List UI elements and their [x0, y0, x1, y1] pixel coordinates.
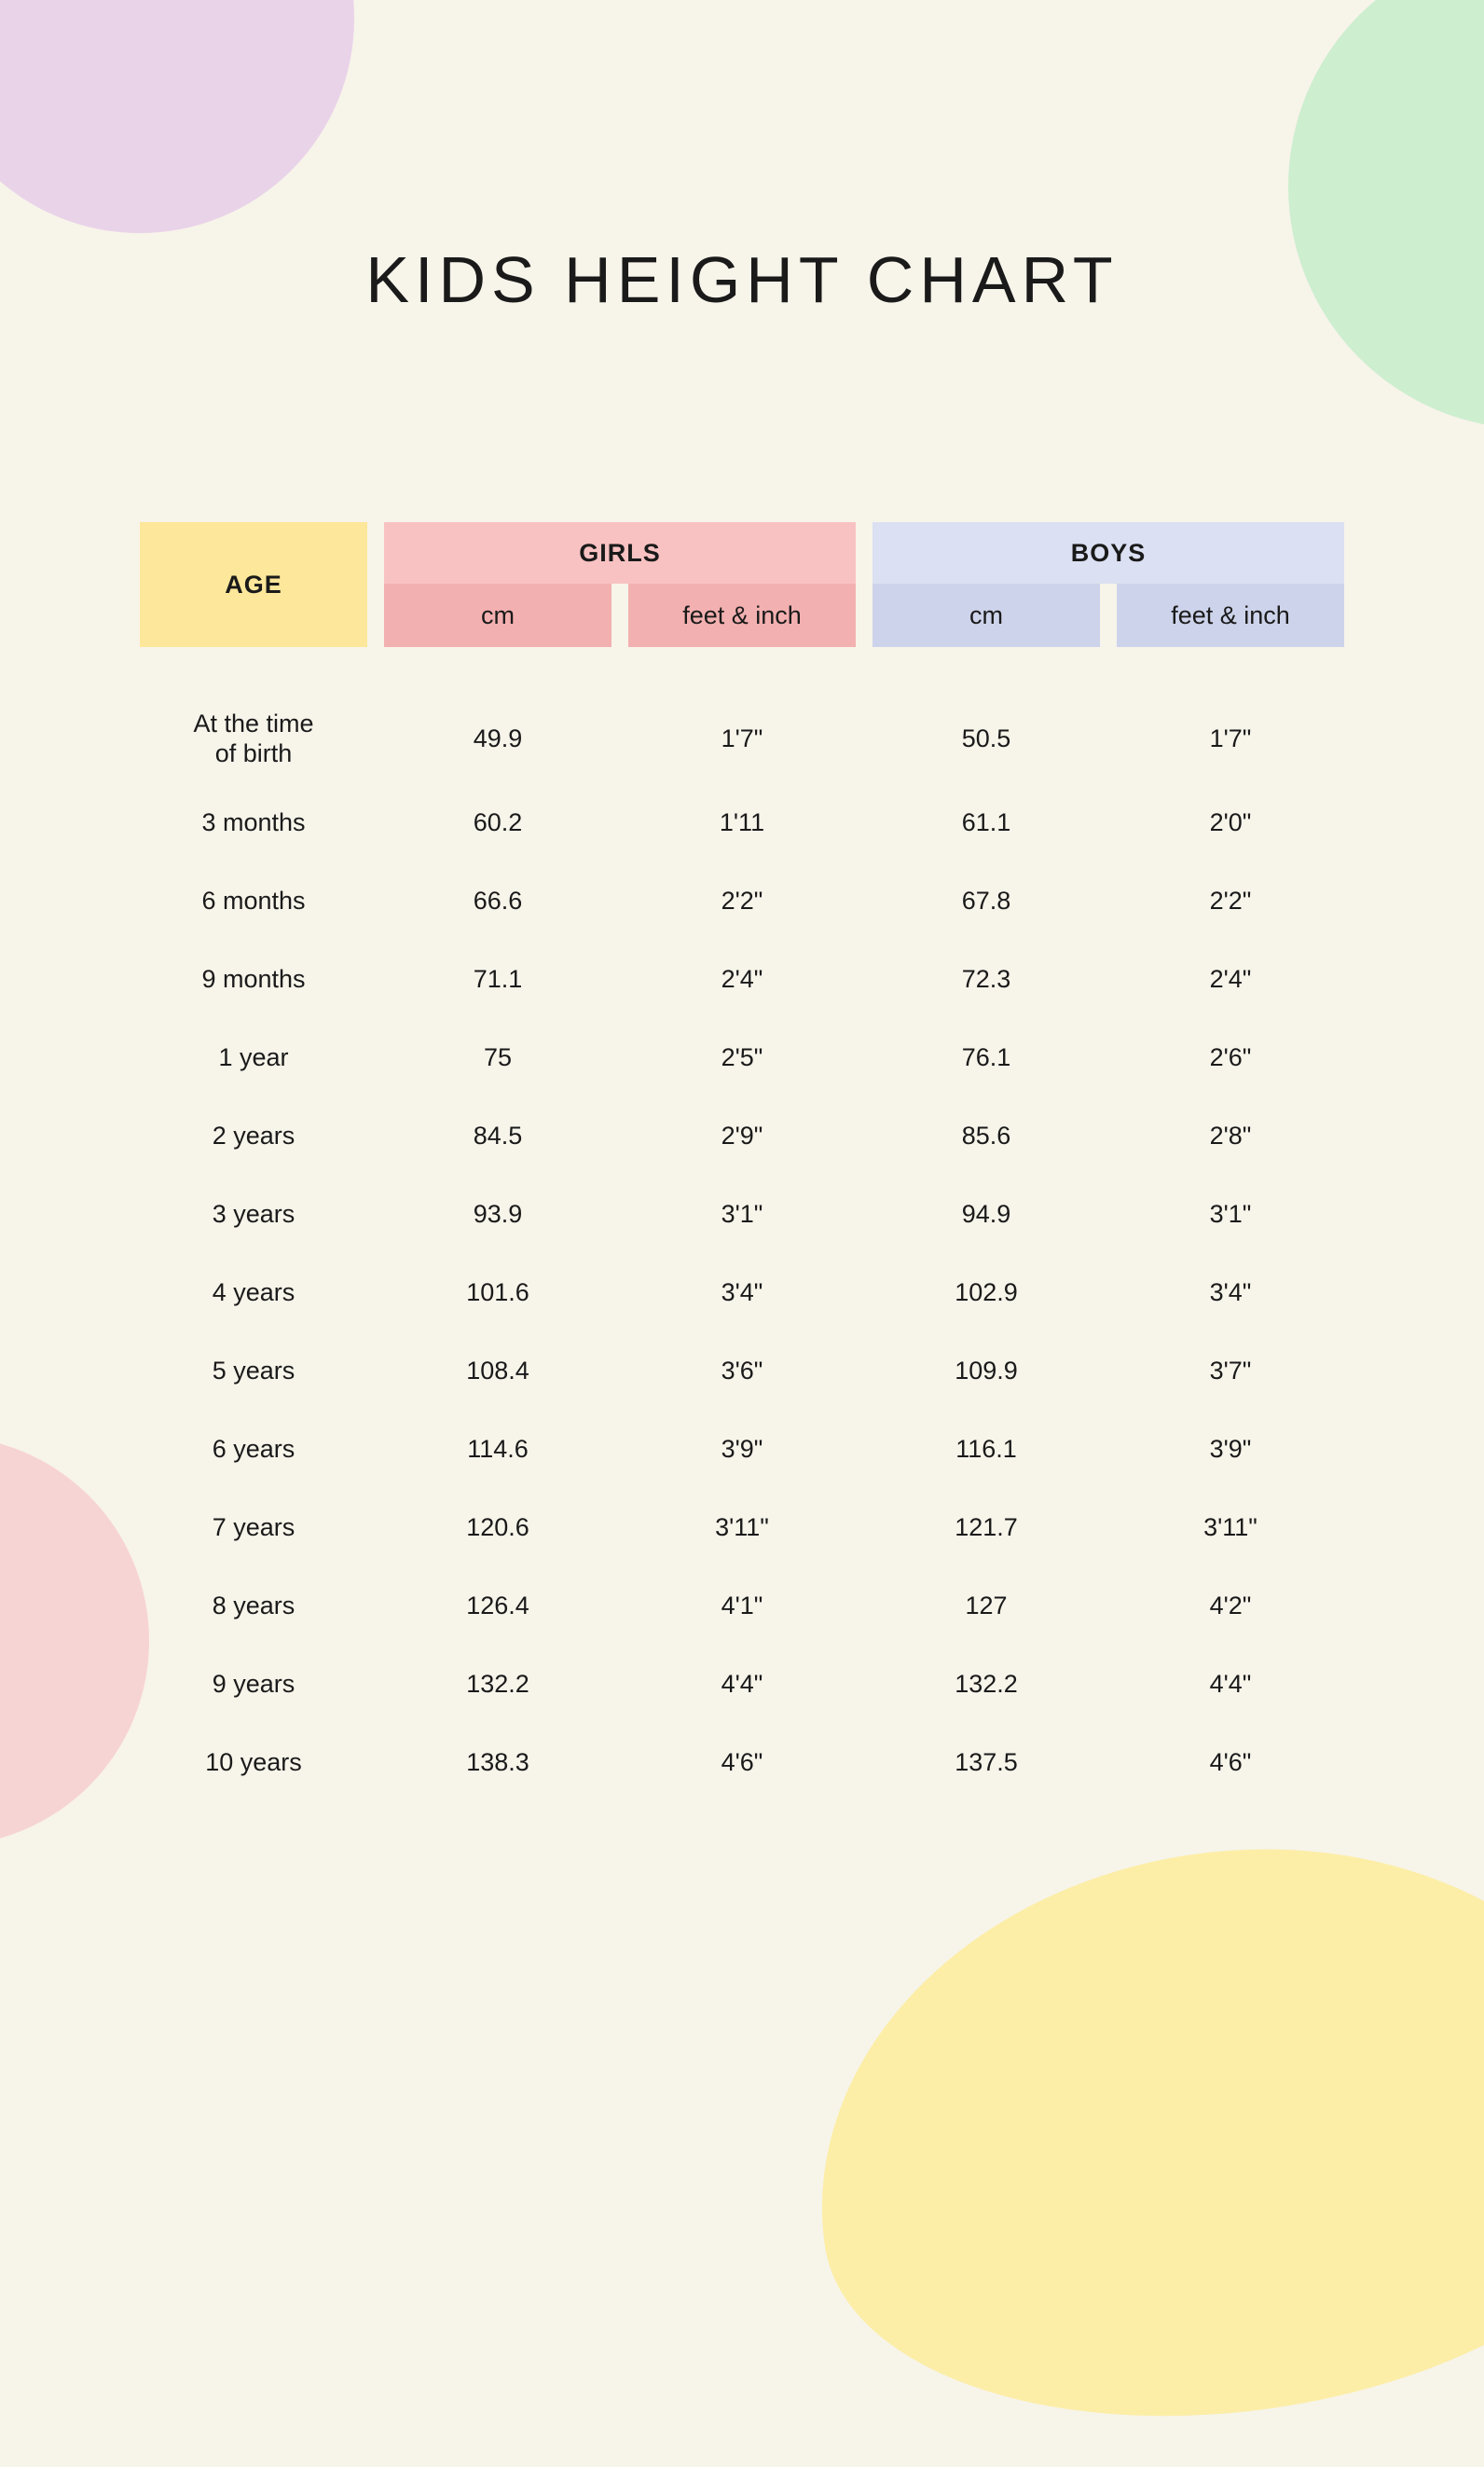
table-row: 5 years 108.4 3'6" 109.9 3'7"	[140, 1331, 1344, 1410]
girls-cm-cell: 101.6	[384, 1277, 611, 1307]
girls-fi-cell: 2'9"	[628, 1121, 856, 1151]
age-cell: At the time of birth	[140, 709, 367, 769]
age-cell: 10 years	[140, 1747, 367, 1777]
girls-fi-cell: 3'11"	[628, 1512, 856, 1542]
age-cell: 2 years	[140, 1121, 367, 1151]
boys-cm-cell: 61.1	[873, 807, 1100, 837]
girls-cm-cell: 84.5	[384, 1121, 611, 1151]
girls-fi-cell: 3'4"	[628, 1277, 856, 1307]
girls-cm-cell: 108.4	[384, 1356, 611, 1385]
table-row: 6 months 66.6 2'2" 67.8 2'2"	[140, 861, 1344, 940]
girls-fi-cell: 2'2"	[628, 886, 856, 916]
table-body: At the time of birth 49.9 1'7" 50.5 1'7" 3 mo…	[140, 694, 1344, 1801]
boys-fi-cell: 3'11"	[1117, 1512, 1344, 1542]
boys-cm-cell: 102.9	[873, 1277, 1100, 1307]
boys-fi-cell: 1'7"	[1117, 724, 1344, 753]
boys-cm-cell: 109.9	[873, 1356, 1100, 1385]
table-row: 8 years 126.4 4'1" 127 4'2"	[140, 1566, 1344, 1645]
boys-fi-cell: 4'6"	[1117, 1747, 1344, 1777]
boys-fi-cell: 4'4"	[1117, 1669, 1344, 1699]
boys-fi-cell: 3'9"	[1117, 1434, 1344, 1464]
boys-fi-cell: 2'0"	[1117, 807, 1344, 837]
girls-cm-cell: 49.9	[384, 724, 611, 753]
header-boys-fi: feet & inch	[1117, 584, 1344, 647]
height-chart-table: AGE GIRLS BOYS cm feet & inch cm feet & …	[140, 522, 1344, 1801]
table-row: 2 years 84.5 2'9" 85.6 2'8"	[140, 1096, 1344, 1175]
girls-fi-cell: 3'6"	[628, 1356, 856, 1385]
age-cell: 9 months	[140, 964, 367, 994]
girls-fi-cell: 4'1"	[628, 1591, 856, 1620]
girls-cm-cell: 75	[384, 1042, 611, 1072]
chart-title: KIDS HEIGHT CHART	[140, 242, 1344, 317]
boys-cm-cell: 137.5	[873, 1747, 1100, 1777]
table-row: 3 years 93.9 3'1" 94.9 3'1"	[140, 1175, 1344, 1253]
girls-fi-cell: 1'7"	[628, 724, 856, 753]
table-header: AGE GIRLS BOYS cm feet & inch cm feet & …	[140, 522, 1344, 647]
table-row: At the time of birth 49.9 1'7" 50.5 1'7"	[140, 694, 1344, 783]
boys-cm-cell: 116.1	[873, 1434, 1100, 1464]
girls-cm-cell: 71.1	[384, 964, 611, 994]
girls-fi-cell: 4'4"	[628, 1669, 856, 1699]
boys-cm-cell: 67.8	[873, 886, 1100, 916]
boys-fi-cell: 3'1"	[1117, 1199, 1344, 1229]
age-cell: 1 year	[140, 1042, 367, 1072]
boys-cm-cell: 85.6	[873, 1121, 1100, 1151]
girls-fi-cell: 4'6"	[628, 1747, 856, 1777]
girls-fi-cell: 3'1"	[628, 1199, 856, 1229]
girls-cm-cell: 60.2	[384, 807, 611, 837]
girls-cm-cell: 132.2	[384, 1669, 611, 1699]
header-girls: GIRLS	[384, 522, 856, 584]
age-cell: 6 months	[140, 886, 367, 916]
table-row: 9 years 132.2 4'4" 132.2 4'4"	[140, 1645, 1344, 1723]
boys-cm-cell: 72.3	[873, 964, 1100, 994]
table-row: 4 years 101.6 3'4" 102.9 3'4"	[140, 1253, 1344, 1331]
girls-cm-cell: 126.4	[384, 1591, 611, 1620]
age-cell: 4 years	[140, 1277, 367, 1307]
header-boys-cm: cm	[873, 584, 1100, 647]
boys-fi-cell: 2'8"	[1117, 1121, 1344, 1151]
boys-fi-cell: 3'4"	[1117, 1277, 1344, 1307]
table-row: 10 years 138.3 4'6" 137.5 4'6"	[140, 1723, 1344, 1801]
table-row: 1 year 75 2'5" 76.1 2'6"	[140, 1018, 1344, 1096]
header-girls-cm: cm	[384, 584, 611, 647]
age-cell: 7 years	[140, 1512, 367, 1542]
age-cell: 9 years	[140, 1669, 367, 1699]
boys-cm-cell: 94.9	[873, 1199, 1100, 1229]
girls-cm-cell: 138.3	[384, 1747, 611, 1777]
boys-fi-cell: 3'7"	[1117, 1356, 1344, 1385]
age-cell: 6 years	[140, 1434, 367, 1464]
boys-fi-cell: 2'2"	[1117, 886, 1344, 916]
boys-cm-cell: 50.5	[873, 724, 1100, 753]
boys-cm-cell: 127	[873, 1591, 1100, 1620]
girls-fi-cell: 2'5"	[628, 1042, 856, 1072]
girls-cm-cell: 93.9	[384, 1199, 611, 1229]
age-cell: 5 years	[140, 1356, 367, 1385]
table-row: 7 years 120.6 3'11" 121.7 3'11"	[140, 1488, 1344, 1566]
age-cell: 3 months	[140, 807, 367, 837]
boys-cm-cell: 121.7	[873, 1512, 1100, 1542]
girls-fi-cell: 3'9"	[628, 1434, 856, 1464]
table-row: 6 years 114.6 3'9" 116.1 3'9"	[140, 1410, 1344, 1488]
boys-fi-cell: 2'4"	[1117, 964, 1344, 994]
boys-cm-cell: 132.2	[873, 1669, 1100, 1699]
header-boys: BOYS	[873, 522, 1344, 584]
header-girls-fi: feet & inch	[628, 584, 856, 647]
header-age: AGE	[140, 522, 367, 647]
boys-cm-cell: 76.1	[873, 1042, 1100, 1072]
age-cell: 8 years	[140, 1591, 367, 1620]
table-row: 3 months 60.2 1'11 61.1 2'0"	[140, 783, 1344, 861]
page-content: KIDS HEIGHT CHART AGE GIRLS BOYS cm feet…	[0, 0, 1484, 1801]
table-row: 9 months 71.1 2'4" 72.3 2'4"	[140, 940, 1344, 1018]
girls-cm-cell: 66.6	[384, 886, 611, 916]
girls-cm-cell: 114.6	[384, 1434, 611, 1464]
boys-fi-cell: 4'2"	[1117, 1591, 1344, 1620]
boys-fi-cell: 2'6"	[1117, 1042, 1344, 1072]
girls-fi-cell: 1'11	[628, 807, 856, 837]
decor-blob-bottom-right	[778, 1796, 1484, 2466]
girls-fi-cell: 2'4"	[628, 964, 856, 994]
age-cell: 3 years	[140, 1199, 367, 1229]
girls-cm-cell: 120.6	[384, 1512, 611, 1542]
